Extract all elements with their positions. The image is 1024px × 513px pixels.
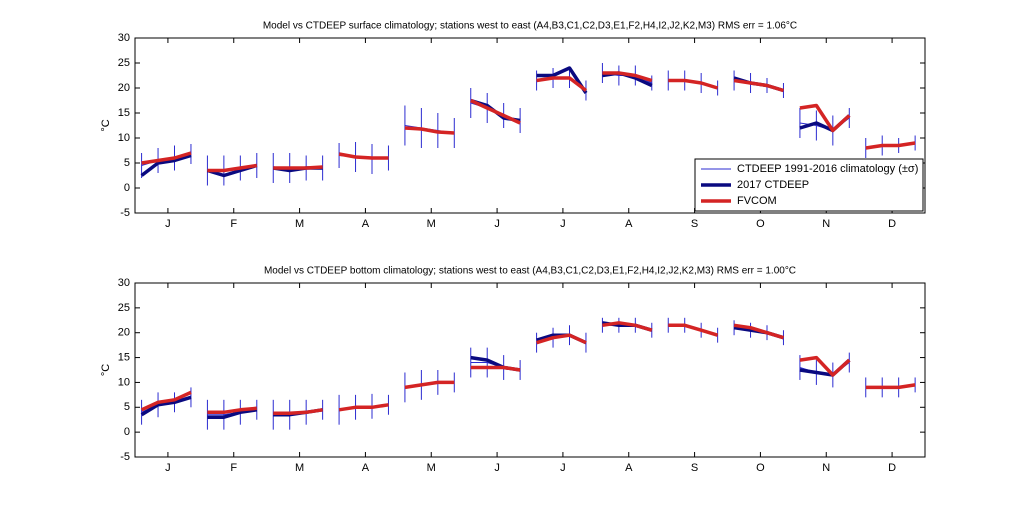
legend-label: CTDEEP 1991-2016 climatology (±σ) <box>737 163 918 175</box>
y-tick-label: -5 <box>120 451 130 463</box>
series-line <box>140 321 916 416</box>
y-tick-label: 5 <box>124 401 130 413</box>
x-tick-label: J <box>494 462 500 474</box>
x-tick-label: J <box>560 218 566 230</box>
y-tick-label: 10 <box>118 132 130 144</box>
series-line <box>141 71 916 173</box>
y-tick-label: 30 <box>118 32 130 44</box>
x-tick-label: F <box>230 218 237 230</box>
y-tick-label: 0 <box>124 182 130 194</box>
x-tick-label: A <box>362 218 370 230</box>
chart-title: Model vs CTDEEP surface climatology; sta… <box>263 21 797 32</box>
y-tick-label: 25 <box>118 302 130 314</box>
x-tick-label: A <box>625 462 633 474</box>
y-tick-label: 0 <box>124 426 130 438</box>
y-tick-label: 15 <box>118 107 130 119</box>
legend: CTDEEP 1991-2016 climatology (±σ) 2017 CT… <box>694 158 924 212</box>
x-tick-label: F <box>230 462 237 474</box>
y-tick-label: 5 <box>124 157 130 169</box>
plot-area <box>135 283 925 457</box>
y-axis-label: °C <box>100 119 112 131</box>
x-tick-label: J <box>494 218 500 230</box>
x-tick-label: A <box>362 462 370 474</box>
x-tick-label: S <box>691 462 698 474</box>
x-tick-label: A <box>625 218 633 230</box>
x-tick-label: O <box>756 218 765 230</box>
x-tick-label: M <box>427 462 436 474</box>
axes-box <box>134 37 926 214</box>
legend-label: FVCOM <box>737 195 777 207</box>
x-tick-label: D <box>888 462 896 474</box>
y-axis-label: °C <box>100 364 112 376</box>
y-tick-label: 25 <box>118 57 130 69</box>
y-tick-label: 20 <box>118 327 130 339</box>
axes: Model vs CTDEEP bottom climatology; stat… <box>100 266 926 474</box>
axes: Model vs CTDEEP surface climatology; sta… <box>100 21 926 230</box>
x-tick-label: D <box>888 218 896 230</box>
x-tick-label: J <box>165 218 171 230</box>
axes-box <box>134 282 926 458</box>
y-tick-label: 10 <box>118 376 130 388</box>
x-tick-label: J <box>165 462 171 474</box>
y-tick-label: 20 <box>118 82 130 94</box>
x-tick-label: J <box>560 462 566 474</box>
y-tick-label: 15 <box>118 351 130 363</box>
x-tick-label: N <box>822 462 830 474</box>
x-tick-label: M <box>427 218 436 230</box>
y-tick-label: -5 <box>120 207 130 219</box>
legend-label: 2017 CTDEEP <box>737 179 809 191</box>
y-tick-label: 30 <box>118 277 130 289</box>
x-tick-label: S <box>691 218 698 230</box>
x-tick-label: O <box>756 462 765 474</box>
x-tick-label: M <box>295 218 304 230</box>
x-tick-label: N <box>822 218 830 230</box>
x-tick-label: M <box>295 462 304 474</box>
legend-box <box>694 158 924 212</box>
chart-title: Model vs CTDEEP bottom climatology; stat… <box>264 266 796 277</box>
